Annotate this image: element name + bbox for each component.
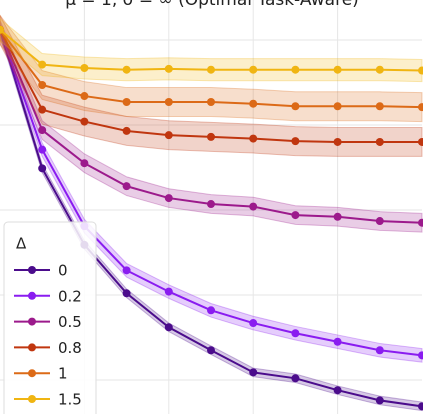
legend-marker (28, 317, 36, 326)
data-point (207, 65, 215, 74)
data-point (164, 98, 173, 107)
data-point (375, 137, 384, 146)
chart-title: μ = 1, σ = ∞ (Optimal Task-Aware) (65, 0, 359, 10)
data-point (375, 396, 384, 405)
data-point (418, 351, 423, 360)
data-point (291, 102, 300, 111)
data-point (80, 64, 89, 73)
data-point (249, 99, 258, 108)
data-point (122, 182, 131, 191)
data-point (249, 319, 258, 328)
plot (0, 14, 423, 412)
error-band (0, 25, 423, 412)
legend-label: 0.8 (58, 339, 82, 357)
data-point (38, 145, 47, 154)
data-point (207, 306, 215, 315)
data-point (249, 65, 258, 74)
data-point (122, 266, 131, 275)
legend-label: 1 (58, 365, 68, 383)
data-point (38, 60, 47, 69)
error-band (0, 14, 423, 123)
data-point (249, 134, 258, 143)
legend: Δ 0 0.2 0.5 0.8 1 1.5 (14, 235, 82, 409)
data-point (164, 323, 173, 332)
data-point (291, 65, 300, 74)
data-point (80, 117, 89, 126)
data-point (375, 102, 384, 111)
data-point (249, 202, 258, 211)
data-point (80, 159, 89, 168)
legend-label: 0 (58, 262, 68, 280)
data-point (122, 98, 131, 107)
legend-marker (28, 266, 36, 274)
data-point (333, 137, 342, 146)
data-point (418, 137, 423, 146)
legend-marker (28, 369, 36, 378)
data-point (291, 374, 300, 383)
data-point (122, 126, 131, 135)
legend-label: 0.2 (58, 287, 82, 305)
data-point (333, 386, 342, 395)
data-point (333, 65, 342, 74)
data-point (333, 102, 342, 111)
data-point (164, 194, 173, 203)
data-point (418, 402, 423, 411)
data-point (375, 217, 384, 226)
error-band (0, 18, 423, 83)
error-band (0, 15, 423, 157)
data-point (291, 137, 300, 146)
legend-label: 1.5 (58, 391, 82, 409)
data-point (333, 337, 342, 346)
data-point (418, 218, 423, 227)
data-point (418, 66, 423, 75)
legend-marker (28, 395, 36, 403)
data-point (291, 329, 300, 338)
data-point (38, 126, 47, 135)
data-point (38, 81, 47, 90)
data-point (418, 103, 423, 112)
legend-title: Δ (16, 235, 27, 253)
legend-marker (28, 291, 36, 300)
data-point (291, 211, 300, 220)
data-point (333, 212, 342, 221)
data-point (249, 368, 258, 377)
data-point (207, 200, 215, 209)
error-band (0, 22, 423, 363)
data-point (375, 346, 384, 355)
data-point (38, 105, 47, 114)
data-point (0, 25, 4, 34)
error-band (0, 20, 423, 233)
data-point (375, 65, 384, 74)
legend-marker (28, 343, 36, 352)
data-point (207, 98, 215, 107)
legend-label: 0.5 (58, 313, 82, 331)
data-point (164, 64, 173, 73)
data-point (38, 164, 47, 173)
data-point (122, 289, 131, 298)
data-point (122, 65, 131, 74)
data-point (164, 287, 173, 296)
data-point (207, 132, 215, 141)
data-point (164, 131, 173, 140)
data-point (80, 92, 89, 101)
data-point (207, 346, 215, 355)
